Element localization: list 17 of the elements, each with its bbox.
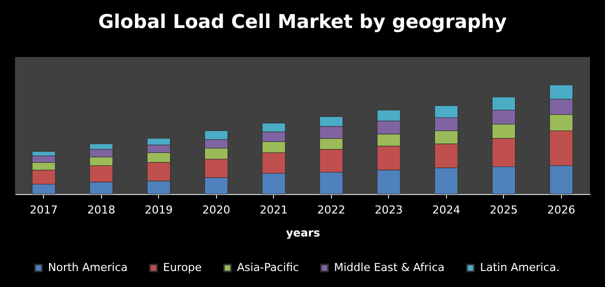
chart-title: Global Load Cell Market by geography [98,11,508,33]
legend-label: Asia-Pacific [237,260,299,274]
x-tick-label: 2020 [202,204,230,216]
x-tick-label: 2023 [374,204,403,216]
legend-label: Latin America. [480,260,560,274]
x-tick-label: 2022 [317,204,346,216]
x-tick-label: 2019 [144,204,173,216]
x-tick-label: 2018 [87,204,116,216]
legend-label: Middle East & Africa [334,260,445,274]
x-axis-title: years [286,226,320,240]
legend-label: Europe [163,260,202,274]
x-tick-label: 2021 [260,204,288,216]
legend-label: North America [48,260,128,274]
x-tick-label: 2026 [547,204,576,216]
x-tick-label: 2025 [490,204,518,216]
x-tick-label: 2017 [30,204,58,216]
x-tick-label: 2024 [432,204,460,216]
